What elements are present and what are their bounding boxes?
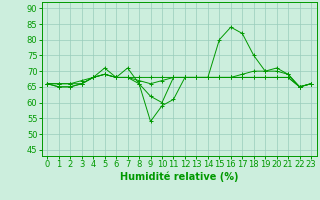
X-axis label: Humidité relative (%): Humidité relative (%) [120, 172, 238, 182]
